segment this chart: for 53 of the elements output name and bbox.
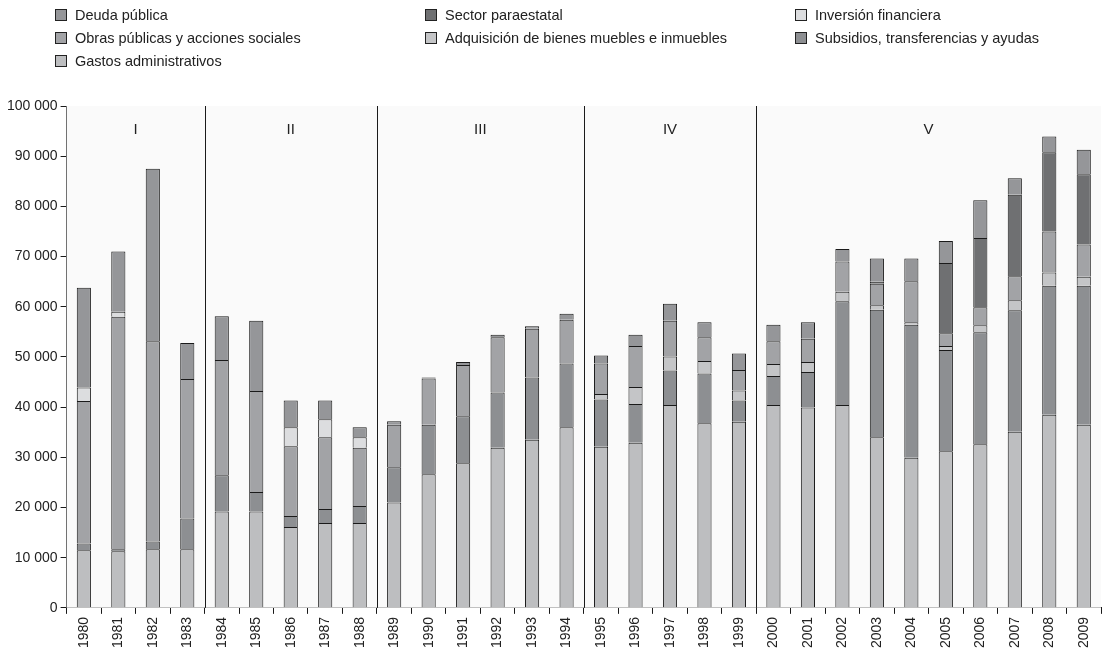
x-tick-label: 1988 [350,616,367,649]
x-tick-label: 1994 [557,616,574,649]
x-tick-label: 2007 [1005,616,1022,649]
y-tick-label: 20 000 [14,498,58,515]
x-tick-label: 1986 [281,616,298,649]
x-tick-label: 1997 [660,616,677,649]
x-tick-label: 1989 [385,616,402,649]
x-tick-label: 1980 [74,616,91,649]
x-tick-label: 1990 [419,616,436,649]
y-tick-label: 0 [49,598,58,615]
legend-label: Subsidios, transferencias y ayudas [815,30,1040,46]
x-tick-label: 1987 [316,616,333,649]
legend-label: Inversión financiera [815,7,941,23]
band-label: IV [662,120,678,138]
band-label: I [133,120,138,138]
y-tick-label: 50 000 [14,347,58,364]
y-tick-label: 70 000 [14,247,58,264]
x-tick-label: 2002 [833,616,850,649]
legend-label: Obras públicas y acciones sociales [75,30,301,46]
x-tick-label: 2003 [867,616,884,649]
x-tick-label: 1991 [453,616,470,649]
x-tick-label: 1983 [178,616,195,649]
band-label: II [286,120,295,138]
x-tick-label: 2001 [798,616,815,649]
legend-label: Adquisición de bienes muebles e inmuebles [445,30,728,46]
x-tick-label: 2005 [936,616,953,649]
x-tick-label: 2006 [971,616,988,649]
legend-label: Gastos administrativos [75,53,222,69]
x-tick-label: 1985 [247,616,264,649]
y-tick-label: 100 000 [7,96,58,113]
y-tick-label: 40 000 [14,397,58,414]
legend-label: Sector paraestatal [445,7,563,23]
x-tick-label: 1993 [522,616,539,649]
x-tick-label: 2004 [902,616,919,649]
y-tick-label: 80 000 [14,197,58,214]
x-tick-label: 2000 [764,616,781,649]
x-tick-label: 1982 [143,616,160,649]
band-label: V [923,120,934,138]
band-label: III [474,120,487,138]
y-tick-label: 30 000 [14,448,58,465]
x-tick-label: 1995 [591,616,608,649]
y-tick-label: 90 000 [14,147,58,164]
legend-label: Deuda pública [75,7,168,23]
x-tick-label: 2009 [1074,616,1091,649]
x-tick-label: 2008 [1040,616,1057,649]
x-tick-label: 1999 [729,616,746,649]
x-tick-label: 1998 [695,616,712,649]
x-tick-label: 1992 [488,616,505,649]
x-tick-label: 1981 [109,616,126,649]
y-tick-label: 10 000 [14,548,58,565]
x-tick-label: 1984 [212,616,229,649]
y-tick-label: 60 000 [14,297,58,314]
x-tick-label: 1996 [626,616,643,649]
